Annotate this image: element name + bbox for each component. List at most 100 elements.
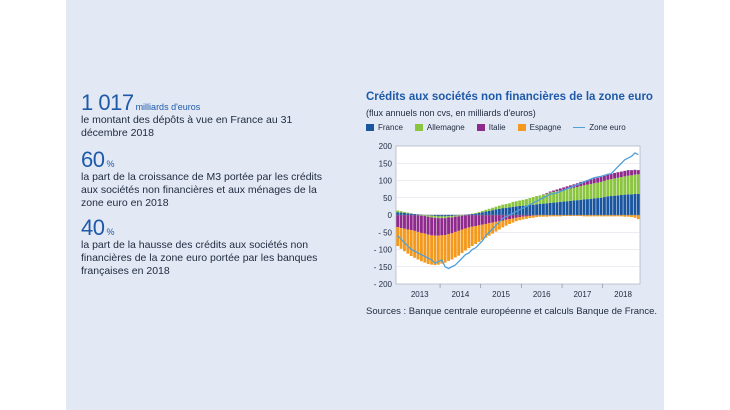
bar-italie bbox=[450, 217, 454, 234]
bar-france bbox=[579, 199, 583, 215]
bar-espagne bbox=[538, 215, 542, 217]
bar-italie bbox=[413, 215, 417, 231]
bar-espagne bbox=[616, 215, 620, 217]
bar-allemagne bbox=[525, 199, 528, 206]
bar-espagne bbox=[552, 215, 556, 217]
bar-france bbox=[602, 197, 606, 215]
stat-m3-unit: % bbox=[106, 159, 115, 169]
bar-italie bbox=[436, 218, 440, 236]
bar-allemagne bbox=[528, 198, 532, 205]
bar-allemagne bbox=[596, 182, 600, 199]
bar-france bbox=[548, 202, 552, 215]
bar-italie bbox=[477, 215, 481, 226]
bar-italie bbox=[484, 215, 488, 224]
bar-france bbox=[480, 212, 484, 215]
bar-italie bbox=[558, 188, 562, 191]
bar-italie bbox=[457, 216, 461, 231]
bar-italie bbox=[447, 217, 450, 234]
bar-allemagne bbox=[514, 201, 518, 207]
stat-banks-description: la part de la hausse des crédits aux soc… bbox=[81, 239, 318, 277]
x-tick-label: 2013 bbox=[411, 290, 429, 299]
bar-italie bbox=[623, 170, 627, 177]
legend-label-france: France bbox=[378, 123, 403, 132]
bar-italie bbox=[586, 180, 589, 185]
bar-espagne bbox=[558, 215, 562, 217]
bar-espagne bbox=[403, 228, 406, 252]
x-tick-label: 2016 bbox=[533, 290, 551, 299]
stat-banks-unit: % bbox=[106, 227, 115, 237]
bar-espagne bbox=[596, 215, 600, 217]
bar-allemagne bbox=[430, 215, 434, 218]
bar-espagne bbox=[436, 235, 440, 265]
bar-france bbox=[572, 200, 576, 215]
bar-allemagne bbox=[453, 215, 457, 217]
bar-espagne bbox=[545, 215, 549, 217]
bar-allemagne bbox=[599, 181, 603, 198]
x-tick-label: 2018 bbox=[614, 290, 632, 299]
legend-item-espagne: Espagne bbox=[517, 123, 561, 132]
bar-allemagne bbox=[592, 183, 596, 199]
bar-espagne bbox=[511, 218, 515, 223]
bar-france bbox=[609, 196, 613, 215]
bar-allemagne bbox=[423, 215, 427, 217]
bar-france bbox=[477, 212, 481, 215]
bar-allemagne bbox=[494, 206, 498, 210]
bar-espagne bbox=[447, 233, 450, 261]
bar-italie bbox=[582, 181, 586, 186]
bar-italie bbox=[613, 172, 617, 179]
bar-espagne bbox=[450, 233, 454, 260]
bar-espagne bbox=[474, 226, 478, 244]
bar-france bbox=[396, 212, 400, 215]
bar-allemagne bbox=[562, 189, 566, 202]
y-tick-label: 100 bbox=[379, 177, 393, 186]
bar-espagne bbox=[406, 229, 410, 254]
bar-france bbox=[467, 214, 471, 215]
bar-france bbox=[440, 215, 444, 217]
bar-espagne bbox=[494, 221, 498, 232]
line-zone-euro bbox=[397, 152, 639, 270]
bar-espagne bbox=[430, 235, 434, 265]
y-tick-label: - 200 bbox=[374, 280, 393, 289]
bar-espagne bbox=[592, 215, 596, 217]
bar-italie bbox=[518, 215, 522, 218]
bar-france bbox=[447, 215, 450, 217]
bar-france bbox=[413, 213, 417, 215]
bar-espagne bbox=[484, 223, 488, 238]
bar-france bbox=[508, 207, 511, 215]
bar-espagne bbox=[619, 215, 623, 217]
legend-item-zone-euro: Zone euro bbox=[573, 123, 626, 132]
bar-italie bbox=[589, 179, 593, 184]
bar-allemagne bbox=[491, 207, 495, 211]
bar-france bbox=[589, 198, 593, 215]
bar-allemagne bbox=[403, 211, 406, 213]
bar-espagne bbox=[589, 215, 593, 217]
bar-allemagne bbox=[440, 216, 444, 219]
bar-italie bbox=[497, 215, 501, 222]
bar-espagne bbox=[599, 215, 603, 217]
bar-allemagne bbox=[518, 200, 522, 207]
bar-allemagne bbox=[616, 177, 620, 196]
bar-espagne bbox=[565, 215, 569, 217]
chart-subtitle: (flux annuels non cvs, en milliards d'eu… bbox=[366, 108, 536, 118]
bar-espagne bbox=[582, 215, 586, 217]
bar-france bbox=[623, 194, 627, 215]
bar-italie bbox=[592, 178, 596, 184]
bar-france bbox=[436, 215, 440, 217]
bar-espagne bbox=[613, 215, 617, 217]
bar-france bbox=[596, 198, 600, 215]
bar-italie bbox=[555, 189, 559, 192]
bar-espagne bbox=[541, 215, 545, 217]
bar-espagne bbox=[460, 229, 464, 253]
bar-espagne bbox=[443, 235, 447, 263]
bar-italie bbox=[396, 215, 400, 228]
bar-allemagne bbox=[436, 216, 440, 219]
stat-banks-value: 40 bbox=[81, 215, 105, 240]
bar-france bbox=[443, 215, 447, 217]
bar-espagne bbox=[508, 219, 511, 224]
bar-espagne bbox=[555, 215, 559, 217]
bar-italie bbox=[599, 176, 603, 182]
bar-espagne bbox=[453, 231, 457, 258]
bar-allemagne bbox=[586, 184, 589, 200]
y-tick-label: - 50 bbox=[378, 228, 392, 237]
bar-italie bbox=[460, 215, 464, 230]
